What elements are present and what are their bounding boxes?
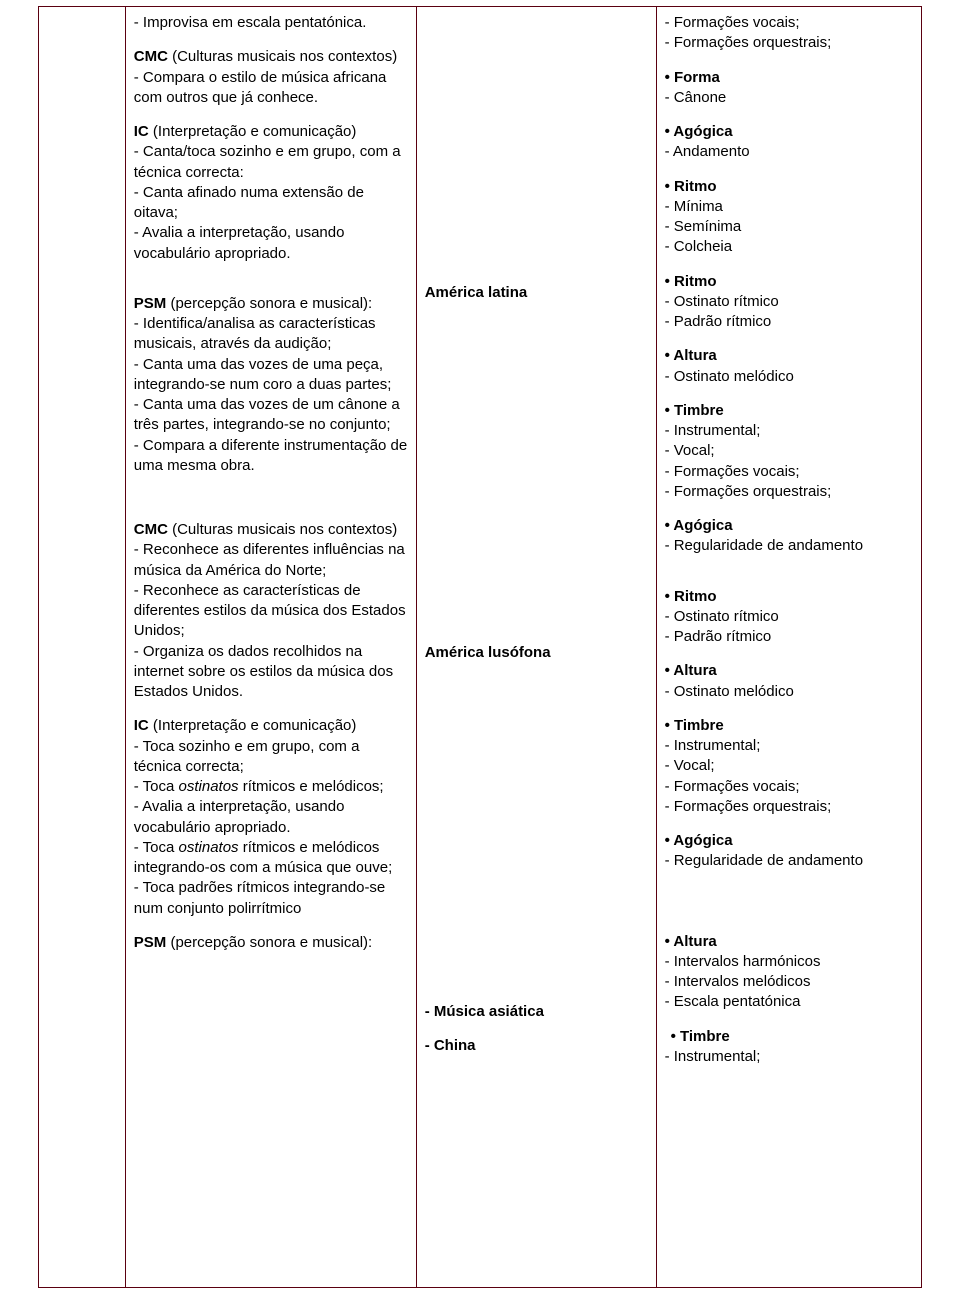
text-line: - Intervalos melódicos (665, 972, 915, 992)
cell-col3: América latina América lusófona - Música… (416, 7, 656, 1288)
page: - Improvisa em escala pentatónica. CMC (… (0, 0, 960, 1294)
text-line: - Compara o estilo de música africana co… (134, 68, 410, 109)
text-line: - Avalia a interpretação, usando vocabul… (134, 223, 410, 264)
section-heading: CMC (Culturas musicais nos contextos) (134, 47, 410, 67)
abbr: IC (134, 123, 149, 140)
concept-heading: • Ritmo (665, 177, 915, 197)
text-line: - Vocal; (665, 756, 915, 776)
text-line: - Vocal; (665, 441, 915, 461)
text-line: - Canta afinado numa extensão de oitava; (134, 183, 410, 224)
text-line: - Organiza os dados recolhidos na intern… (134, 642, 410, 703)
cell-col4: - Formações vocais; - Formações orquestr… (656, 7, 921, 1288)
text-line: - Padrão rítmico (665, 312, 915, 332)
cell-col2: - Improvisa em escala pentatónica. CMC (… (125, 7, 416, 1288)
text-line: - Formações orquestrais; (665, 482, 915, 502)
abbr: PSM (134, 934, 167, 951)
abbr: PSM (134, 295, 167, 312)
concept-heading: • Agógica (665, 831, 915, 851)
cell-col1 (39, 7, 126, 1288)
concept-heading: • Timbre (665, 1027, 915, 1047)
concept-heading: • Timbre (665, 401, 915, 421)
text-line: - Mínima (665, 197, 915, 217)
text-line: - Semínima (665, 217, 915, 237)
text-line: - Ostinato melódico (665, 367, 915, 387)
text-line: - Ostinato melódico (665, 682, 915, 702)
text-line: - Ostinato rítmico (665, 607, 915, 627)
heading-rest: (Interpretação e comunicação) (149, 123, 357, 140)
abbr: CMC (134, 48, 168, 65)
section-heading: PSM (percepção sonora e musical): (134, 933, 410, 953)
text-line: - Formações vocais; (665, 13, 915, 33)
text-line: - Intervalos harmónicos (665, 952, 915, 972)
text-line: - Reconhece as diferentes influências na… (134, 540, 410, 581)
concept-heading: • Ritmo (665, 272, 915, 292)
text-line: - Identifica/analisa as características … (134, 314, 410, 355)
concept-heading: • Timbre (665, 716, 915, 736)
text-line: - Formações vocais; (665, 462, 915, 482)
table-row: - Improvisa em escala pentatónica. CMC (… (39, 7, 922, 1288)
region-heading: - China (425, 1036, 650, 1056)
concept-heading: • Agógica (665, 516, 915, 536)
concept-heading: • Altura (665, 346, 915, 366)
text-line: - Escala pentatónica (665, 992, 915, 1012)
text-line: - Regularidade de andamento (665, 536, 915, 556)
heading-rest: (percepção sonora e musical): (166, 934, 372, 951)
heading-rest: (percepção sonora e musical): (166, 295, 372, 312)
text-line: - Ostinato rítmico (665, 292, 915, 312)
heading-rest: (Culturas musicais nos contextos) (168, 521, 397, 538)
text-line: - Reconhece as características de difere… (134, 581, 410, 642)
text-line: - Cânone (665, 88, 915, 108)
section-heading: PSM (percepção sonora e musical): (134, 294, 410, 314)
section-heading: IC (Interpretação e comunicação) (134, 122, 410, 142)
text-line: - Compara a diferente instrumentação de … (134, 436, 410, 477)
text-line: - Canta uma das vozes de um cânone a trê… (134, 395, 410, 436)
section-heading: IC (Interpretação e comunicação) (134, 716, 410, 736)
text-line: - Colcheia (665, 237, 915, 257)
text-line: - Instrumental; (665, 421, 915, 441)
heading-rest: (Interpretação e comunicação) (149, 717, 357, 734)
section-heading: CMC (Culturas musicais nos contextos) (134, 520, 410, 540)
text-line: - Toca ostinatos rítmicos e melódicos; (134, 777, 410, 797)
content-table: - Improvisa em escala pentatónica. CMC (… (38, 6, 922, 1288)
text-line: - Formações vocais; (665, 777, 915, 797)
text-line: - Improvisa em escala pentatónica. (134, 13, 410, 33)
text-line: - Formações orquestrais; (665, 797, 915, 817)
concept-heading: • Altura (665, 932, 915, 952)
abbr: CMC (134, 521, 168, 538)
text-line: - Toca ostinatos rítmicos e melódicos in… (134, 838, 410, 879)
region-heading: América lusófona (425, 643, 650, 663)
text-span-italic: ostinatos (179, 778, 239, 795)
region-heading: América latina (425, 283, 650, 303)
text-span: rítmicos e melódicos; (239, 778, 384, 795)
concept-heading: • Altura (665, 661, 915, 681)
concept-heading: • Ritmo (665, 587, 915, 607)
text-span-italic: ostinatos (179, 839, 239, 856)
text-line: - Andamento (665, 142, 915, 162)
text-line: - Avalia a interpretação, usando vocabul… (134, 797, 410, 838)
text-line: - Instrumental; (665, 736, 915, 756)
text-line: - Toca padrões rítmicos integrando-se nu… (134, 878, 410, 919)
concept-heading: • Agógica (665, 122, 915, 142)
text-line: - Regularidade de andamento (665, 851, 915, 871)
abbr: IC (134, 717, 149, 734)
text-line: - Padrão rítmico (665, 627, 915, 647)
text-line: - Canta uma das vozes de uma peça, integ… (134, 355, 410, 396)
text-line: - Toca sozinho e em grupo, com a técnica… (134, 737, 410, 778)
text-line: - Instrumental; (665, 1047, 915, 1067)
text-span: - Toca (134, 839, 179, 856)
concept-heading: • Forma (665, 68, 915, 88)
heading-rest: (Culturas musicais nos contextos) (168, 48, 397, 65)
text-span: - Toca (134, 778, 179, 795)
text-line: - Formações orquestrais; (665, 33, 915, 53)
text-line: - Canta/toca sozinho e em grupo, com a t… (134, 142, 410, 183)
region-heading: - Música asiática (425, 1002, 650, 1022)
